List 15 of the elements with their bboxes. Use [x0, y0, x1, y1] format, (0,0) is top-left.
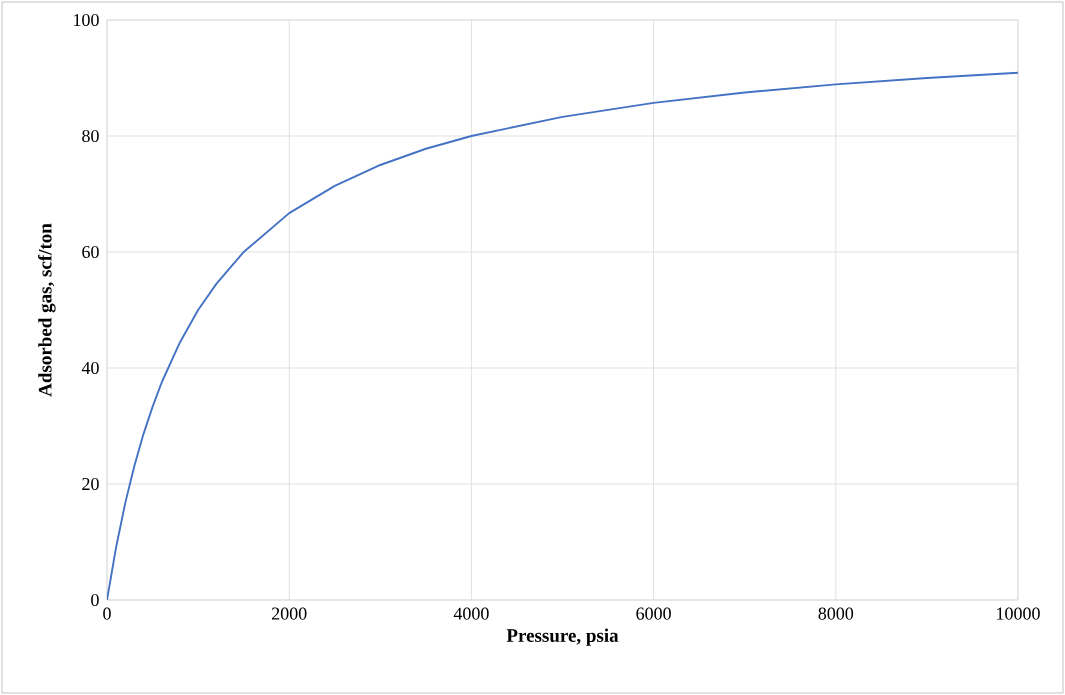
y-tick-label: 100 — [74, 13, 99, 27]
y-tick-label: 80 — [82, 129, 99, 143]
y-tick-label: 60 — [82, 245, 99, 259]
x-axis-title: Pressure, psia — [506, 628, 619, 646]
y-tick-label: 0 — [91, 593, 99, 607]
x-tick-label: 4000 — [453, 607, 489, 620]
x-tick-label: 6000 — [636, 607, 671, 620]
y-axis-title: Adsorbed gas, scf/ton — [38, 223, 56, 397]
y-tick-label: 20 — [82, 477, 99, 491]
x-tick-label: 0 — [103, 607, 111, 620]
y-tick-label: 40 — [81, 361, 99, 375]
x-tick-label: 8000 — [818, 607, 854, 620]
x-tick-label: 10000 — [997, 607, 1040, 620]
x-tick-label: 2000 — [271, 607, 307, 620]
line-series — [107, 71, 1019, 600]
